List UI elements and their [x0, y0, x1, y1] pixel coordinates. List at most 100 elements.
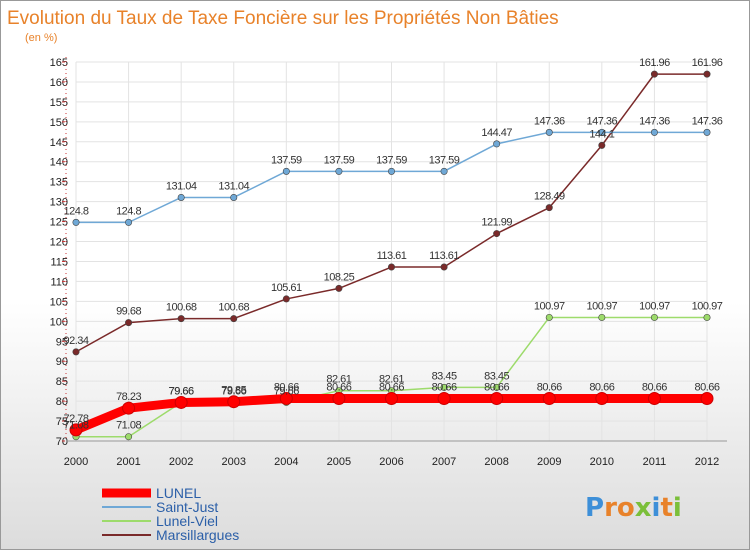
y-tick-label: 95 — [56, 336, 68, 348]
data-point — [545, 313, 553, 321]
y-tick-label: 115 — [50, 256, 68, 268]
data-label: 80.66 — [274, 381, 299, 393]
data-point — [227, 395, 241, 409]
data-labels: 92.34 99.68 100.68 100.68 105.61 108.25 113.61… — [63, 57, 723, 432]
y-tick-label: 75 — [56, 416, 68, 428]
logo-letter: r — [604, 493, 617, 523]
data-point — [230, 193, 238, 201]
data-point — [598, 128, 606, 136]
x-tick-label: 2004 — [274, 456, 298, 468]
data-label: 79.66 — [169, 385, 194, 397]
data-label: 137.59 — [429, 154, 460, 166]
logo-letter: i — [673, 493, 682, 523]
data-label: 100.97 — [587, 300, 618, 312]
data-label: 79.66 — [169, 385, 194, 397]
data-label: 124.8 — [116, 205, 141, 217]
data-label: 80.66 — [379, 381, 404, 393]
data-label: 137.59 — [324, 154, 355, 166]
data-label: 113.61 — [377, 250, 407, 262]
data-label: 71.08 — [63, 420, 88, 432]
data-point — [440, 383, 448, 391]
y-tick-label: 120 — [50, 237, 68, 249]
data-point — [387, 167, 395, 175]
data-label: 83.45 — [484, 370, 509, 382]
logo-letter: P — [585, 493, 604, 523]
y-tick-label: 145 — [50, 137, 68, 149]
logo-text: Proxiti — [585, 493, 682, 523]
data-point — [125, 433, 133, 441]
data-point — [279, 391, 293, 405]
data-point — [650, 128, 658, 136]
chart-title: Evolution du Taux de Taxe Foncière sur l… — [7, 8, 559, 29]
legend-label: LUNEL — [156, 485, 201, 501]
data-label: 71.08 — [116, 420, 141, 432]
data-point — [703, 70, 711, 78]
data-point — [72, 348, 80, 356]
data-label: 80.66 — [642, 381, 667, 393]
data-label: 80.66 — [694, 381, 719, 393]
data-point — [385, 391, 398, 405]
data-point — [703, 128, 711, 136]
data-label: 72.78 — [63, 413, 88, 425]
y-tick-label: 105 — [50, 296, 68, 308]
data-label: 161.96 — [639, 57, 670, 69]
data-point — [545, 204, 553, 212]
data-label: 121.99 — [481, 217, 512, 229]
data-point — [647, 391, 661, 405]
data-point — [72, 218, 80, 226]
y-tick-label: 80 — [56, 396, 68, 408]
series-lines — [69, 70, 714, 441]
data-point — [493, 140, 501, 148]
y-tick-label: 85 — [56, 376, 68, 388]
data-label: 144.1 — [589, 128, 614, 140]
data-label: 131.04 — [218, 180, 249, 192]
y-tick-label: 100 — [50, 316, 68, 328]
legend-label: Saint-Just — [156, 499, 218, 515]
grid — [75, 61, 708, 442]
x-tick-label: 2005 — [327, 456, 351, 468]
logo-letter: o — [617, 493, 635, 523]
y-tick-label: 160 — [50, 77, 68, 89]
y-tick-label: 155 — [50, 97, 68, 109]
y-tick-label: 135 — [50, 177, 68, 189]
data-point — [598, 141, 606, 149]
data-point — [69, 423, 83, 437]
data-label: 147.36 — [692, 115, 723, 127]
y-tick-label: 70 — [56, 436, 68, 448]
data-label: 100.68 — [166, 302, 197, 314]
data-label: 124.8 — [63, 205, 88, 217]
y-tick-label: 150 — [50, 117, 68, 129]
data-label: 108.25 — [324, 271, 355, 283]
data-point — [282, 295, 290, 303]
data-point — [174, 395, 188, 409]
x-tick-label: 2006 — [379, 456, 403, 468]
data-point — [387, 263, 395, 271]
data-label: 80.66 — [484, 381, 509, 393]
x-tick-label: 2003 — [222, 456, 246, 468]
legend-label: Marsillargues — [156, 527, 239, 543]
data-label: 144.47 — [481, 127, 512, 139]
data-label: 80.66 — [432, 381, 457, 393]
data-point — [440, 263, 448, 271]
data-point — [177, 193, 185, 201]
data-point — [122, 401, 136, 415]
x-tick-label: 2010 — [590, 456, 614, 468]
data-point — [282, 167, 290, 175]
x-tick-label: 2000 — [64, 456, 88, 468]
y-tick-label: 125 — [50, 217, 68, 229]
data-label: 83.45 — [432, 370, 457, 382]
data-label: 82.61 — [326, 374, 351, 386]
data-point — [490, 391, 504, 405]
data-label: 128.49 — [534, 191, 565, 203]
data-label: 137.59 — [271, 154, 302, 166]
x-tick-label: 2008 — [484, 456, 508, 468]
logo-letter: t — [660, 493, 672, 523]
data-label: 147.36 — [639, 115, 670, 127]
data-point — [542, 391, 556, 405]
data-point — [598, 313, 606, 321]
y-tick-label: 140 — [50, 157, 68, 169]
x-tick-label: 2002 — [169, 456, 193, 468]
